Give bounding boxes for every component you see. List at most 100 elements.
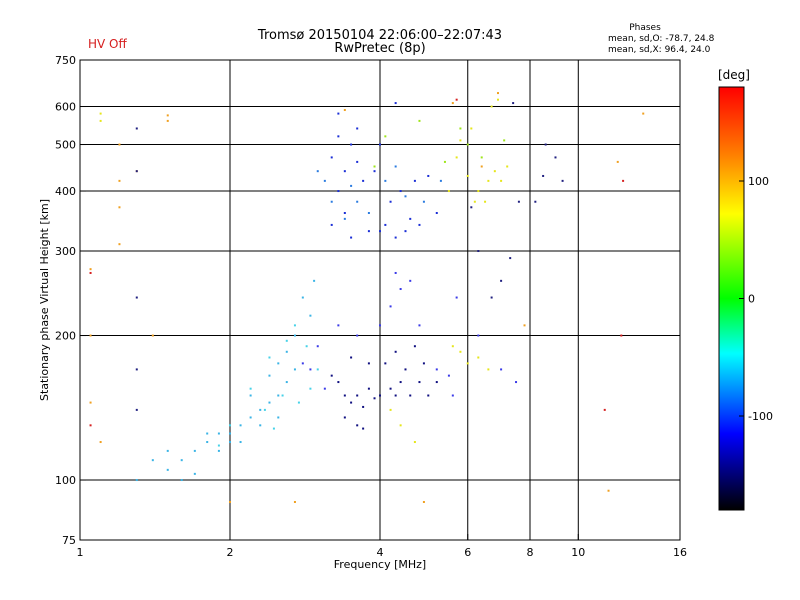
data-point xyxy=(229,441,231,444)
data-point xyxy=(394,271,397,274)
data-point xyxy=(89,401,92,404)
data-point xyxy=(259,408,262,411)
y-tick-label: 750 xyxy=(55,54,76,67)
data-point xyxy=(455,156,458,159)
data-point xyxy=(515,381,518,384)
data-point xyxy=(356,334,359,337)
data-point xyxy=(477,190,480,193)
data-point xyxy=(389,305,392,308)
data-point xyxy=(477,334,480,337)
data-point xyxy=(229,424,231,427)
data-point xyxy=(500,179,503,182)
data-point xyxy=(509,257,512,260)
data-point xyxy=(272,427,275,430)
data-point xyxy=(394,102,397,105)
data-point xyxy=(409,394,412,397)
data-point xyxy=(542,174,545,177)
data-point xyxy=(451,102,454,105)
data-point xyxy=(379,394,381,397)
phases-title: Phases xyxy=(629,23,661,33)
plot-title-line1: Tromsø 20150104 22:06:00–22:07:43 xyxy=(257,28,503,43)
data-point xyxy=(249,394,252,397)
data-point xyxy=(337,190,340,193)
data-point xyxy=(135,170,138,173)
data-point xyxy=(316,170,319,173)
data-point xyxy=(135,408,138,411)
data-point xyxy=(118,179,121,182)
data-point xyxy=(309,387,312,390)
data-point xyxy=(362,427,365,430)
colorbar-tick-label: 0 xyxy=(748,293,755,306)
data-point xyxy=(239,441,242,444)
data-point xyxy=(151,459,154,462)
data-point xyxy=(313,279,316,282)
data-point xyxy=(373,397,376,400)
data-point xyxy=(439,179,442,182)
phases-o-stats: mean, sd,O: -78.7, 24.8 xyxy=(608,34,715,44)
data-point xyxy=(277,362,280,365)
data-point xyxy=(459,139,462,142)
data-point xyxy=(337,112,340,115)
data-point xyxy=(487,179,490,182)
data-point xyxy=(500,279,503,282)
y-tick-label: 600 xyxy=(55,101,76,114)
data-point xyxy=(330,374,333,377)
x-axis-label: Frequency [MHz] xyxy=(334,558,426,571)
axis-ticks: 1 2 4 6 8 10 16 75 100 200 300 400 500 600 750 xyxy=(55,54,687,559)
data-point xyxy=(343,109,346,112)
data-point xyxy=(301,296,304,299)
data-point xyxy=(89,268,92,271)
data-point xyxy=(343,170,346,173)
x-tick-label: 1 xyxy=(77,546,84,559)
data-point xyxy=(350,143,353,146)
data-point xyxy=(135,479,138,482)
data-point xyxy=(259,424,262,427)
data-point xyxy=(620,334,623,337)
data-point xyxy=(413,345,416,348)
x-tick-label: 16 xyxy=(673,546,687,559)
data-point xyxy=(435,212,438,215)
data-point xyxy=(399,190,402,193)
data-point xyxy=(330,223,333,226)
data-point xyxy=(285,381,288,384)
data-point xyxy=(466,143,469,146)
data-point xyxy=(356,200,359,203)
data-point xyxy=(477,356,480,359)
x-tick-label: 6 xyxy=(464,546,471,559)
data-point xyxy=(206,441,209,444)
x-tick-label: 4 xyxy=(377,546,384,559)
data-point xyxy=(373,170,376,173)
data-point xyxy=(293,500,296,503)
x-tick-label: 10 xyxy=(571,546,585,559)
data-point xyxy=(268,356,271,359)
data-point xyxy=(418,324,421,327)
y-tick-label: 300 xyxy=(55,245,76,258)
data-point xyxy=(484,200,487,203)
data-points xyxy=(89,92,645,503)
colorbar-tick-label: 100 xyxy=(748,175,769,188)
data-point xyxy=(166,449,169,452)
data-point xyxy=(404,368,407,371)
data-point xyxy=(480,165,483,168)
data-point xyxy=(554,156,557,159)
data-point xyxy=(285,350,288,353)
data-point xyxy=(394,350,397,353)
data-point xyxy=(118,143,121,146)
data-point xyxy=(490,105,493,108)
data-point xyxy=(466,174,469,177)
data-point xyxy=(89,424,92,427)
data-point xyxy=(399,424,402,427)
data-point xyxy=(316,368,319,371)
data-point xyxy=(337,381,340,384)
data-point xyxy=(379,230,381,233)
data-point xyxy=(337,324,340,327)
data-point xyxy=(455,296,458,299)
x-tick-label: 2 xyxy=(227,546,234,559)
data-point xyxy=(323,179,326,182)
data-point xyxy=(409,217,412,220)
data-point xyxy=(404,230,407,233)
data-point xyxy=(616,160,619,163)
data-point xyxy=(293,368,296,371)
data-point xyxy=(413,441,416,444)
data-point xyxy=(435,368,438,371)
